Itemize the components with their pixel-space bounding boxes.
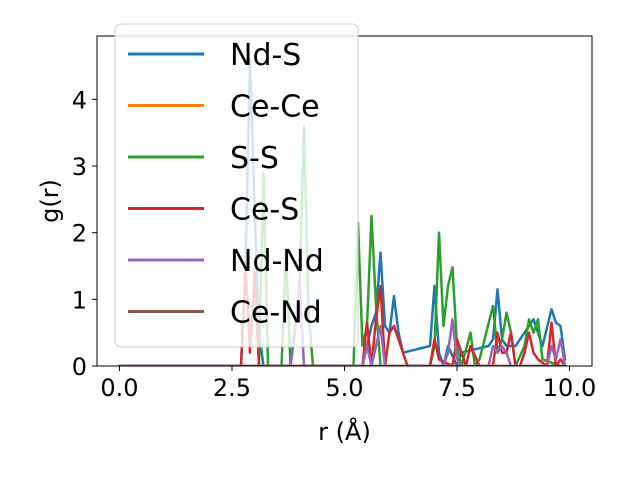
- series-line-nd-nd: [118, 278, 567, 366]
- legend-label-ce-ce: Ce-Ce: [230, 90, 320, 125]
- series-line-ce-s: [118, 264, 567, 366]
- y-tick-label: 2: [72, 220, 87, 248]
- x-tick-label: 5.0: [325, 374, 363, 402]
- x-axis-label: r (Å): [318, 417, 371, 446]
- x-tick-label: 10.0: [543, 374, 596, 402]
- legend-label-s-s: S-S: [230, 141, 279, 176]
- series-line-nd-s: [118, 58, 567, 366]
- legend-label-nd-nd: Nd-Nd: [230, 244, 324, 279]
- x-tick-label: 7.5: [438, 374, 476, 402]
- y-tick-label: 1: [72, 286, 87, 314]
- legend: Nd-S Ce-Ce S-S Ce-S Nd-Nd Ce-Nd: [114, 23, 359, 348]
- y-axis-label: g(r): [36, 179, 64, 223]
- x-tick-label: 0.0: [100, 374, 138, 402]
- axes-layer: 0.0 2.5 5.0 7.5 10.0 0 1 2 3 4 r (Å) g(r): [36, 35, 596, 446]
- legend-label-ce-nd: Ce-Nd: [230, 296, 322, 331]
- y-tick-label: 3: [72, 153, 87, 181]
- y-tick-label: 0: [72, 353, 87, 381]
- x-tick-label: 2.5: [213, 374, 251, 402]
- legend-label-ce-s: Ce-S: [230, 193, 299, 228]
- y-tick-label: 4: [72, 86, 87, 114]
- legend-label-nd-s: Nd-S: [230, 38, 301, 73]
